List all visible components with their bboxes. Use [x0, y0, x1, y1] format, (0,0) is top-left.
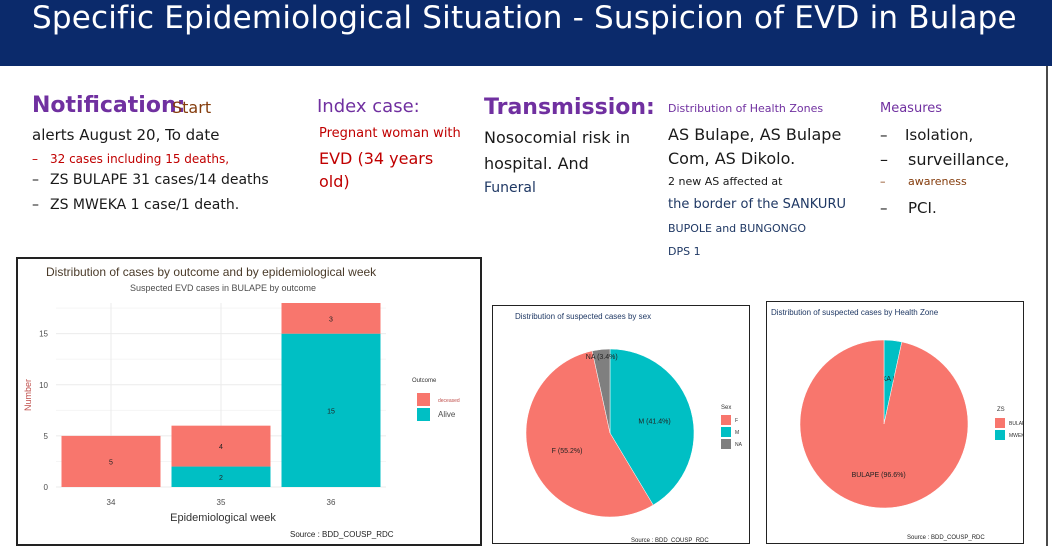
index-case-heading: Index case:	[317, 96, 420, 117]
bar-deceased	[61, 435, 161, 487]
legend-swatch-f	[721, 415, 731, 425]
legend-swatch-deceased	[417, 393, 430, 406]
health-zones-line-3: 2 new AS affected at	[668, 175, 783, 188]
notification-start: Start	[172, 98, 212, 117]
right-divider	[1046, 66, 1048, 546]
chart-title: Distribution of suspected cases by Healt…	[771, 308, 939, 317]
health-zones-line-4: the border of the SANKURU	[668, 197, 846, 212]
bar-value-label: 4	[219, 444, 223, 451]
pie-slice-label: F (55.2%)	[552, 448, 583, 455]
measures-item-1: – Isolation,	[880, 126, 974, 144]
legend-swatch-alive	[417, 408, 430, 421]
legend-label-mweka: MWEKA	[1009, 433, 1023, 439]
pie-slice-label: NA (3.4%)	[586, 354, 618, 361]
chart-title: Distribution of suspected cases by sex	[515, 312, 651, 321]
legend-label-bulape: BULAPE	[1009, 421, 1023, 427]
bar-deceased	[281, 303, 381, 334]
pie-slice-f	[525, 350, 654, 518]
transmission-line-3: Funeral	[484, 180, 536, 196]
health-zones-line-1: AS Bulape, AS Bulape	[668, 125, 842, 144]
pie-slice-label: M (41.4%)	[638, 419, 670, 426]
page-title: Specific Epidemiological Situation - Sus…	[32, 0, 1017, 36]
y-tick-label: 5	[44, 432, 49, 441]
pie-slice-m	[609, 348, 695, 506]
bar-alive	[281, 333, 381, 487]
measures-item-3: – awareness	[880, 175, 967, 188]
legend-swatch-bulape	[995, 418, 1005, 428]
transmission-heading: Transmission:	[484, 95, 655, 120]
chart-title: Distribution of cases by outcome and by …	[46, 265, 377, 279]
bar-alive	[171, 466, 271, 487]
legend-title: Sex	[721, 405, 731, 411]
health-zones-heading: Distribution of Health Zones	[668, 102, 824, 115]
bar-deceased	[171, 425, 271, 467]
notification-line1: alerts August 20, To date	[32, 126, 220, 144]
pie-slice-label: BULAPE (96.6%)	[852, 472, 906, 479]
bar-value-label: 15	[327, 408, 335, 415]
bar-value-label: 2	[219, 475, 223, 482]
legend-label-m: M	[735, 430, 739, 436]
chart-subtitle: Suspected EVD cases in BULAPE by outcome	[130, 283, 316, 293]
pie-slice-label: MWEKA (3.4%)	[865, 376, 914, 383]
y-axis-label: Number	[23, 379, 33, 411]
legend-label-deceased: deceased	[438, 398, 460, 404]
pie-slice-bulape	[799, 339, 969, 509]
zone-pie-box: Distribution of suspected cases by Healt…	[766, 301, 1029, 544]
chart-source: Source : BDD_COUSP_RDC	[290, 530, 394, 539]
measures-item-4: – PCI.	[880, 199, 937, 217]
legend-title: ZS	[997, 407, 1005, 413]
index-case-line-1: Pregnant woman with	[319, 126, 461, 141]
health-zones-line-6: DPS 1	[668, 245, 701, 258]
y-tick-label: 10	[39, 381, 48, 390]
legend-swatch-mweka	[995, 430, 1005, 440]
notification-heading: Notification:	[32, 93, 186, 118]
health-zones-line-5: BUPOLE and BUNGONGO	[668, 222, 807, 235]
legend-title: Outcome	[412, 378, 437, 384]
health-zones-line-2: Com, AS Dikolo.	[668, 149, 796, 168]
notification-bullet-1: –32 cases including 15 deaths,	[32, 152, 230, 166]
x-tick-label: 34	[107, 498, 116, 507]
chart-source: Source : BDD_COUSP_RDC	[907, 535, 985, 541]
legend-label-f: F	[735, 418, 738, 424]
legend-label-na: NA	[735, 442, 743, 448]
zone-pie-chart: Distribution of suspected cases by Healt…	[771, 308, 1029, 541]
measures-heading: Measures	[880, 101, 943, 116]
chart-source: Source : BDD_COUSP_RDC	[631, 538, 709, 543]
x-tick-label: 35	[217, 498, 226, 507]
notification-bullet-3: – ZS MWEKA 1 case/1 death.	[32, 197, 240, 213]
index-case-line-2: EVD (34 years	[319, 149, 434, 168]
transmission-line-1: Nosocomial risk in	[484, 128, 631, 147]
legend-label-alive: Alive	[438, 410, 456, 419]
pie-slice-na	[591, 348, 611, 434]
y-tick-label: 0	[44, 483, 49, 492]
x-tick-label: 36	[327, 498, 336, 507]
y-tick-label: 15	[39, 330, 48, 339]
bar-value-label: 5	[109, 459, 113, 466]
header-bar: Specific Epidemiological Situation - Sus…	[0, 0, 1052, 66]
bar-value-label: 3	[329, 316, 333, 323]
legend-swatch-m	[721, 427, 731, 437]
index-case-line-3: old)	[319, 172, 350, 191]
bar-chart-box: 0 5 10 15 34 35 36 5 2 4 15 3 Distribution of cases …	[16, 257, 482, 546]
sex-pie-box: Distribution of suspected cases by sex M …	[492, 305, 750, 544]
bar-chart: 0 5 10 15 34 35 36 5 2 4 15 3 Distribution of cases …	[23, 265, 460, 539]
notification-bullet-2: – ZS BULAPE 31 cases/14 deaths	[32, 172, 269, 188]
x-axis-label: Epidemiological week	[170, 512, 276, 524]
transmission-line-2: hospital. And	[484, 154, 589, 173]
legend-swatch-na	[721, 439, 731, 449]
sex-pie-chart: Distribution of suspected cases by sex M …	[515, 312, 743, 544]
measures-item-2: – surveillance,	[880, 150, 1010, 169]
